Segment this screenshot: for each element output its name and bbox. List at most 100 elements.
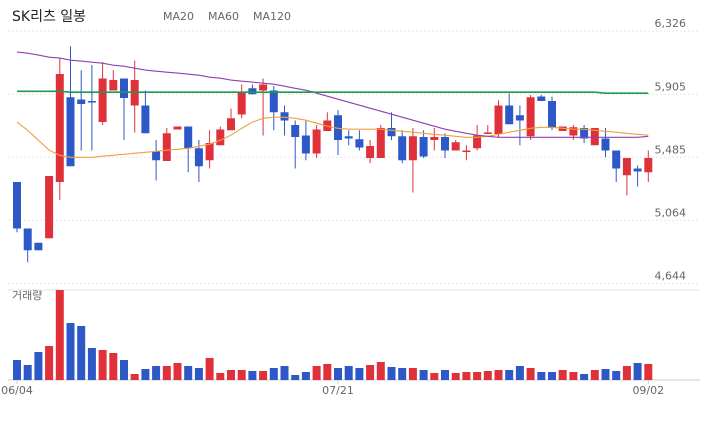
candle-body [23, 228, 32, 251]
volume-bar [162, 366, 171, 380]
volume-bar [548, 372, 556, 380]
candle-body [312, 129, 321, 154]
volume-bar [130, 374, 139, 380]
candle-body [77, 99, 86, 104]
candle-body [633, 168, 642, 172]
candle-body [644, 158, 653, 173]
volume-bar [312, 366, 321, 380]
candle-body [237, 92, 246, 115]
volume-bar [451, 373, 460, 380]
ma-line [16, 51, 649, 138]
volume-bar [376, 362, 385, 380]
volume-bar [408, 368, 417, 380]
candle-body [13, 182, 21, 229]
volume-bar [366, 365, 375, 380]
legend-label: MA120 [253, 10, 291, 23]
volume-bar [462, 372, 471, 380]
legend-label: MA60 [208, 10, 239, 23]
candle-body [366, 146, 375, 158]
volume-bar [355, 368, 364, 380]
volume-bar [205, 358, 214, 380]
volume-bar [66, 323, 75, 380]
candle-body [376, 128, 385, 158]
candle-body [622, 158, 631, 176]
volume-bar [34, 352, 43, 380]
candle-body [55, 74, 64, 182]
candle-body [301, 135, 310, 154]
volume-bar [601, 369, 610, 380]
y-tick-label: 5,905 [655, 80, 687, 93]
volume-bar [194, 368, 203, 380]
candle-body [580, 128, 589, 139]
candle-body [259, 84, 268, 91]
candle-body [109, 80, 118, 91]
x-tick-label: 07/21 [322, 384, 354, 397]
x-tick-label: 09/02 [632, 384, 664, 397]
volume-bar [141, 369, 150, 380]
ma-line [17, 90, 649, 94]
candle-body [526, 97, 535, 137]
candle-body [152, 151, 161, 161]
candle-body [473, 135, 482, 149]
candle-body [505, 105, 514, 125]
candle-body [537, 96, 546, 101]
candle-body [141, 105, 150, 134]
candle-body [248, 88, 257, 95]
volume-bar [441, 370, 449, 380]
candle-body [194, 148, 203, 167]
volume-bar [580, 374, 589, 380]
candle-body [98, 78, 107, 122]
candle-body [387, 128, 396, 137]
candle-body [441, 137, 449, 151]
candle-body [398, 136, 407, 161]
volume-bar [280, 366, 289, 380]
candle-body [184, 126, 193, 149]
candle-body [430, 137, 439, 140]
candle-body [162, 133, 171, 161]
volume-bar [23, 365, 32, 380]
volume-bar [120, 360, 128, 380]
candle-body [291, 125, 300, 137]
volume-bar [98, 350, 107, 380]
volume-bar [473, 372, 482, 380]
volume-bar [152, 366, 161, 380]
volume-bar [622, 366, 631, 380]
volume-bar [387, 367, 396, 380]
candle-body [494, 105, 503, 134]
candle-body [280, 112, 289, 121]
candle-body [462, 150, 471, 152]
candle-body [216, 129, 225, 146]
volume-bar [173, 363, 182, 380]
volume-bar [334, 368, 342, 380]
candle-body [334, 115, 342, 140]
volume-bar [301, 372, 310, 380]
volume-bar [55, 290, 64, 380]
candle-body [269, 90, 278, 113]
volume-bar [216, 373, 225, 380]
candle-body [173, 126, 182, 130]
volume-bar [259, 371, 268, 380]
volume-bar [45, 346, 54, 380]
candle-body [227, 118, 235, 131]
ma-line [16, 116, 649, 158]
candle-body [344, 136, 353, 139]
volume-bar [612, 371, 621, 380]
volume-bar [184, 366, 193, 380]
candle-body [601, 138, 610, 151]
candle-body [451, 142, 460, 151]
candle-body [205, 143, 214, 161]
candle-body [590, 128, 599, 146]
candle-body [548, 101, 556, 128]
volume-title: 거래량 [12, 289, 42, 302]
volume-bar [590, 370, 599, 380]
volume-bar [633, 363, 642, 380]
volume-bar [569, 372, 578, 380]
candle-body [483, 132, 492, 134]
volume-bar [644, 364, 653, 380]
volume-bar [515, 366, 524, 380]
y-tick-label: 5,485 [655, 143, 687, 156]
volume-bar [77, 326, 86, 380]
volume-bar [109, 353, 118, 380]
candle-body [66, 97, 75, 167]
